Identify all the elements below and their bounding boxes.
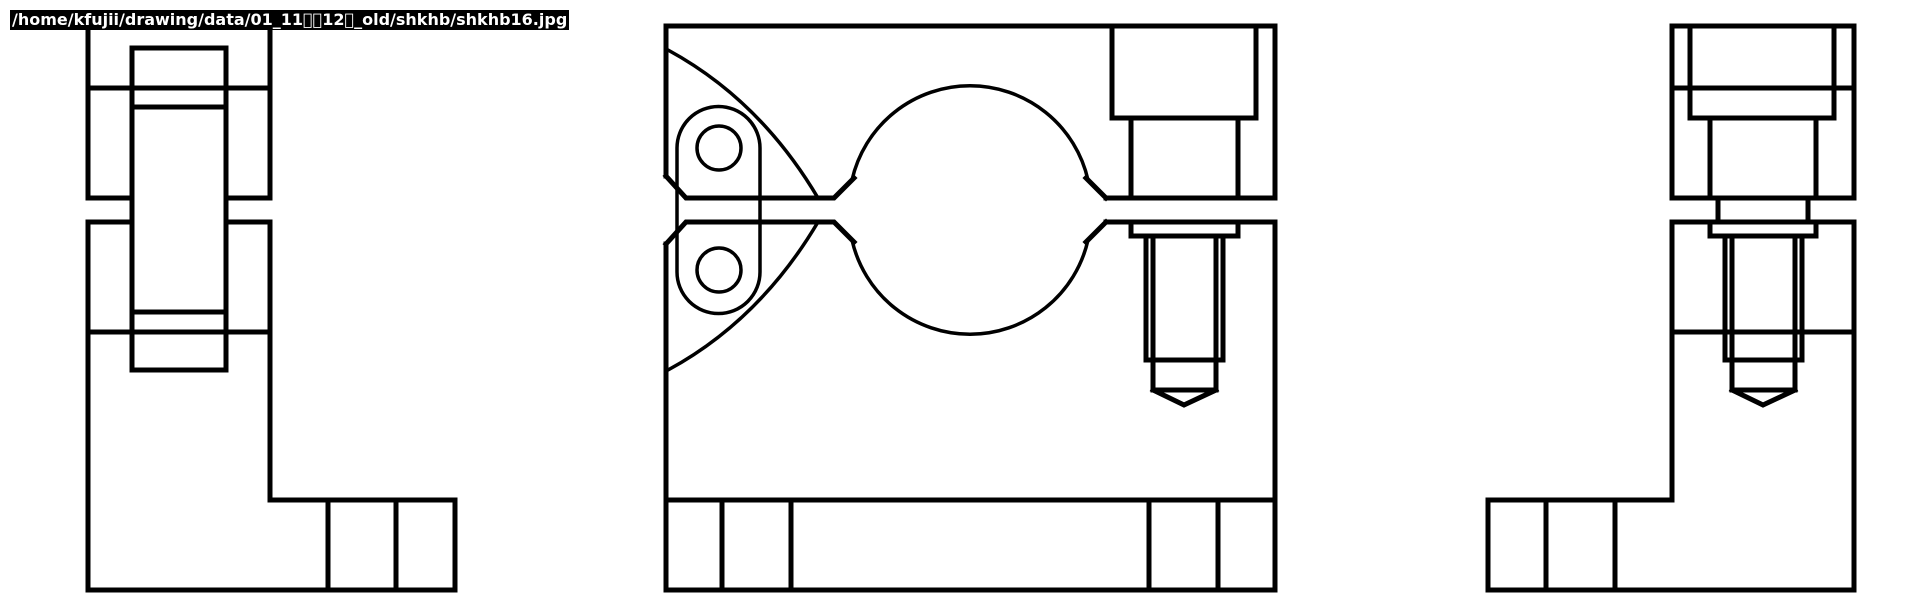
- front-screw-head: [1109, 23, 1259, 121]
- right-screw-head: [1687, 23, 1837, 121]
- front-view: [662, 23, 1278, 593]
- left-upper-block-outline: [85, 23, 273, 201]
- front-screw-shank: [1143, 233, 1226, 363]
- right-screw-tip: [1729, 357, 1798, 393]
- front-screw-neck: [1128, 115, 1241, 201]
- left-insert-rect: [129, 45, 229, 373]
- front-bore-lower-arc: [850, 238, 1090, 336]
- file-path-label: /home/kfujii/drawing/data/01_11 12 _old…: [10, 10, 570, 30]
- right-screw-thread: [1729, 233, 1798, 363]
- front-slit-lower-right: [1082, 218, 1110, 246]
- front-slit-upper-right: [1082, 174, 1110, 202]
- front-screw-thread: [1150, 233, 1219, 363]
- left-side-view: [85, 23, 458, 593]
- right-screw-collar: [1715, 195, 1811, 225]
- right-upper-block: [1669, 23, 1857, 201]
- front-screw-point: [1149, 386, 1220, 408]
- right-screw-neck: [1707, 115, 1819, 201]
- front-left-large-arc-upper: [666, 48, 820, 200]
- right-screw-point: [1728, 386, 1799, 408]
- front-screw-tip: [1150, 357, 1219, 393]
- right-screw-shank: [1722, 233, 1805, 363]
- front-slot-outline: [675, 104, 762, 316]
- front-left-large-arc-lower: [666, 220, 820, 372]
- left-lower-block-outline: [85, 219, 458, 593]
- front-bore-upper-arc: [850, 84, 1090, 182]
- right-lower-outline: [1485, 219, 1857, 593]
- front-pin-lower: [695, 246, 743, 294]
- front-pin-upper: [695, 124, 743, 172]
- front-upper-outline: [663, 23, 1278, 201]
- right-side-view: [1485, 23, 1857, 593]
